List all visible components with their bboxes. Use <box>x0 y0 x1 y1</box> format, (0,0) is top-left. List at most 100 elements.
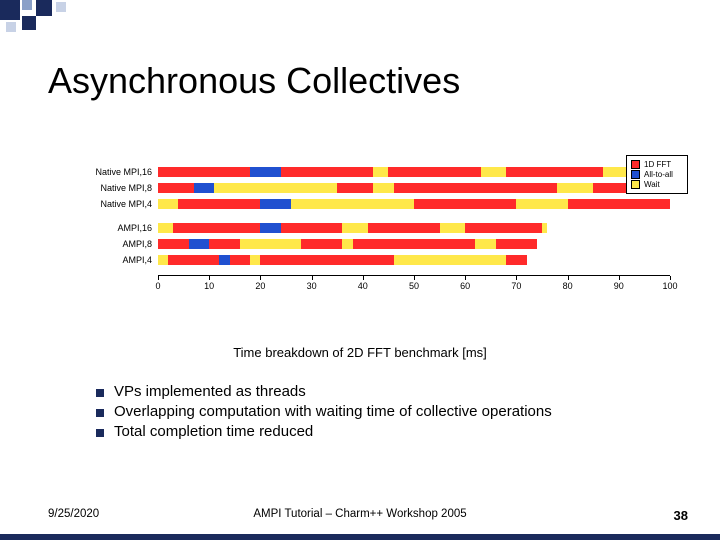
segment-fft <box>158 239 189 249</box>
segment-fft <box>260 255 393 265</box>
row-label: Native MPI,16 <box>70 167 158 177</box>
segment-fft <box>388 167 480 177</box>
x-tick <box>465 276 466 280</box>
chart-row: AMPI,8 <box>70 237 670 251</box>
row-bar <box>158 167 670 177</box>
segment-fft <box>353 239 476 249</box>
x-tick <box>363 276 364 280</box>
bullet-marker <box>96 389 104 397</box>
footer-title: AMPI Tutorial – Charm++ Workshop 2005 <box>0 508 720 520</box>
bullet-list: VPs implemented as threads Overlapping co… <box>96 380 666 443</box>
segment-fft <box>173 223 260 233</box>
segment-wait <box>475 239 495 249</box>
row-bar <box>158 223 670 233</box>
segment-wait <box>240 239 301 249</box>
bullet-item: Overlapping computation with waiting tim… <box>96 403 666 420</box>
row-label: Native MPI,8 <box>70 183 158 193</box>
chart-caption: Time breakdown of 2D FFT benchmark [ms] <box>0 345 720 360</box>
deco-square <box>22 0 32 10</box>
x-tick-label: 60 <box>460 281 470 291</box>
x-tick-label: 70 <box>511 281 521 291</box>
segment-wait <box>291 199 414 209</box>
segment-wait <box>342 223 368 233</box>
chart-row: Native MPI,16 <box>70 165 670 179</box>
legend-swatch <box>631 180 640 189</box>
deco-square <box>22 16 36 30</box>
deco-square <box>6 22 16 32</box>
bottom-accent-bar <box>0 534 720 540</box>
segment-fft <box>301 239 342 249</box>
segment-wait <box>394 255 507 265</box>
x-tick-label: 90 <box>614 281 624 291</box>
segment-wait <box>516 199 567 209</box>
bullet-text: Total completion time reduced <box>114 423 313 440</box>
segment-wait <box>440 223 466 233</box>
legend-item: Wait <box>631 180 683 189</box>
row-label: AMPI,16 <box>70 223 158 233</box>
legend-swatch <box>631 170 640 179</box>
x-tick-label: 40 <box>358 281 368 291</box>
segment-wait <box>373 167 388 177</box>
segment-alltoall <box>189 239 209 249</box>
segment-fft <box>506 167 603 177</box>
segment-fft <box>368 223 440 233</box>
bullet-text: Overlapping computation with waiting tim… <box>114 403 552 420</box>
timeline-chart: AMPI,4 AMPI,8 AMPI,16 Native MPI,4 Native MP… <box>70 155 670 335</box>
row-label: Native MPI,4 <box>70 199 158 209</box>
segment-fft <box>337 183 373 193</box>
x-tick <box>670 276 671 280</box>
x-tick-label: 80 <box>563 281 573 291</box>
segment-wait <box>214 183 337 193</box>
x-tick <box>619 276 620 280</box>
page-number: 38 <box>674 508 688 523</box>
deco-square <box>36 0 52 16</box>
segment-alltoall <box>260 223 280 233</box>
bullet-item: Total completion time reduced <box>96 423 666 440</box>
segment-fft <box>230 255 250 265</box>
segment-fft <box>506 255 526 265</box>
segment-wait <box>158 255 168 265</box>
chart-legend: 1D FFTAll-to-allWait <box>626 155 688 194</box>
bullet-marker <box>96 429 104 437</box>
segment-wait <box>342 239 352 249</box>
bullet-marker <box>96 409 104 417</box>
segment-fft <box>414 199 516 209</box>
segment-alltoall <box>260 199 291 209</box>
footer: 9/25/2020 AMPI Tutorial – Charm++ Worksh… <box>0 508 720 526</box>
legend-item: All-to-all <box>631 170 683 179</box>
segment-wait <box>250 255 260 265</box>
deco-square <box>0 0 20 20</box>
segment-fft <box>465 223 542 233</box>
chart-row: Native MPI,4 <box>70 197 670 211</box>
segment-alltoall <box>194 183 214 193</box>
segment-wait <box>158 199 178 209</box>
bullet-text: VPs implemented as threads <box>114 383 306 400</box>
segment-fft <box>168 255 219 265</box>
segment-fft <box>281 167 373 177</box>
legend-swatch <box>631 160 640 169</box>
x-tick-label: 100 <box>662 281 677 291</box>
deco-square <box>56 2 66 12</box>
segment-fft <box>158 183 194 193</box>
segment-fft <box>158 167 250 177</box>
segment-fft <box>568 199 670 209</box>
segment-wait <box>557 183 593 193</box>
row-bar <box>158 183 670 193</box>
legend-label: Wait <box>644 180 660 189</box>
segment-wait <box>542 223 547 233</box>
x-tick <box>414 276 415 280</box>
x-tick-label: 10 <box>204 281 214 291</box>
x-tick-label: 0 <box>155 281 160 291</box>
segment-alltoall <box>250 167 281 177</box>
x-tick-label: 50 <box>409 281 419 291</box>
segment-fft <box>496 239 537 249</box>
row-bar <box>158 199 670 209</box>
segment-fft <box>281 223 342 233</box>
segment-alltoall <box>219 255 229 265</box>
x-axis: 0102030405060708090100 <box>158 275 670 295</box>
segment-wait <box>158 223 173 233</box>
segment-wait <box>373 183 393 193</box>
corner-decoration <box>0 0 180 36</box>
segment-wait <box>481 167 507 177</box>
row-label: AMPI,4 <box>70 255 158 265</box>
